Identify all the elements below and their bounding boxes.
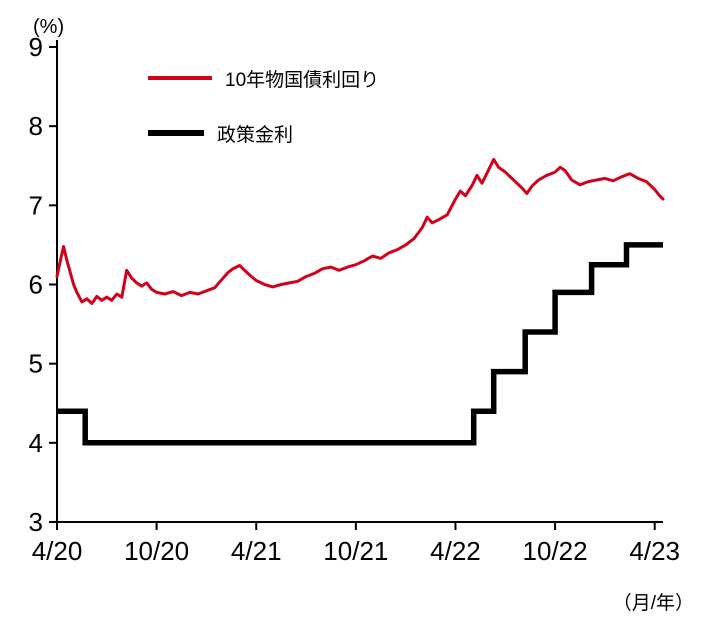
x-tick-label: 4/20	[32, 536, 83, 566]
x-tick-label: 10/20	[124, 536, 189, 566]
x-tick-label: 4/21	[231, 536, 282, 566]
y-tick-label: 7	[29, 190, 43, 220]
x-tick-label: 4/23	[629, 536, 680, 566]
legend-item-bond-yield: 10年物国債利回り	[148, 63, 379, 93]
legend: 10年物国債利回り 政策金利	[148, 63, 379, 173]
bond-yield-swatch	[148, 76, 212, 80]
y-tick-label: 3	[29, 507, 43, 537]
policy-rate-line	[57, 242, 663, 446]
bond-yield-line	[55, 157, 665, 305]
x-tick-label: 10/21	[323, 536, 388, 566]
y-tick-label: 6	[29, 270, 43, 300]
legend-item-policy-rate: 政策金利	[148, 118, 379, 148]
y-axis-unit-label: (%)	[33, 16, 65, 38]
x-tick-label: 4/22	[430, 536, 481, 566]
policy-rate-swatch	[148, 130, 204, 136]
y-tick-label: 9	[29, 32, 43, 62]
x-tick-label: 10/22	[523, 536, 588, 566]
y-tick-label: 5	[29, 349, 43, 379]
y-tick-label: 8	[29, 111, 43, 141]
policy-rate-legend-label: 政策金利	[217, 124, 294, 146]
x-axis-unit-label: （月/年）	[612, 593, 694, 614]
y-tick-label: 4	[29, 428, 43, 458]
bond-yield-legend-label: 10年物国債利回り	[225, 69, 380, 91]
